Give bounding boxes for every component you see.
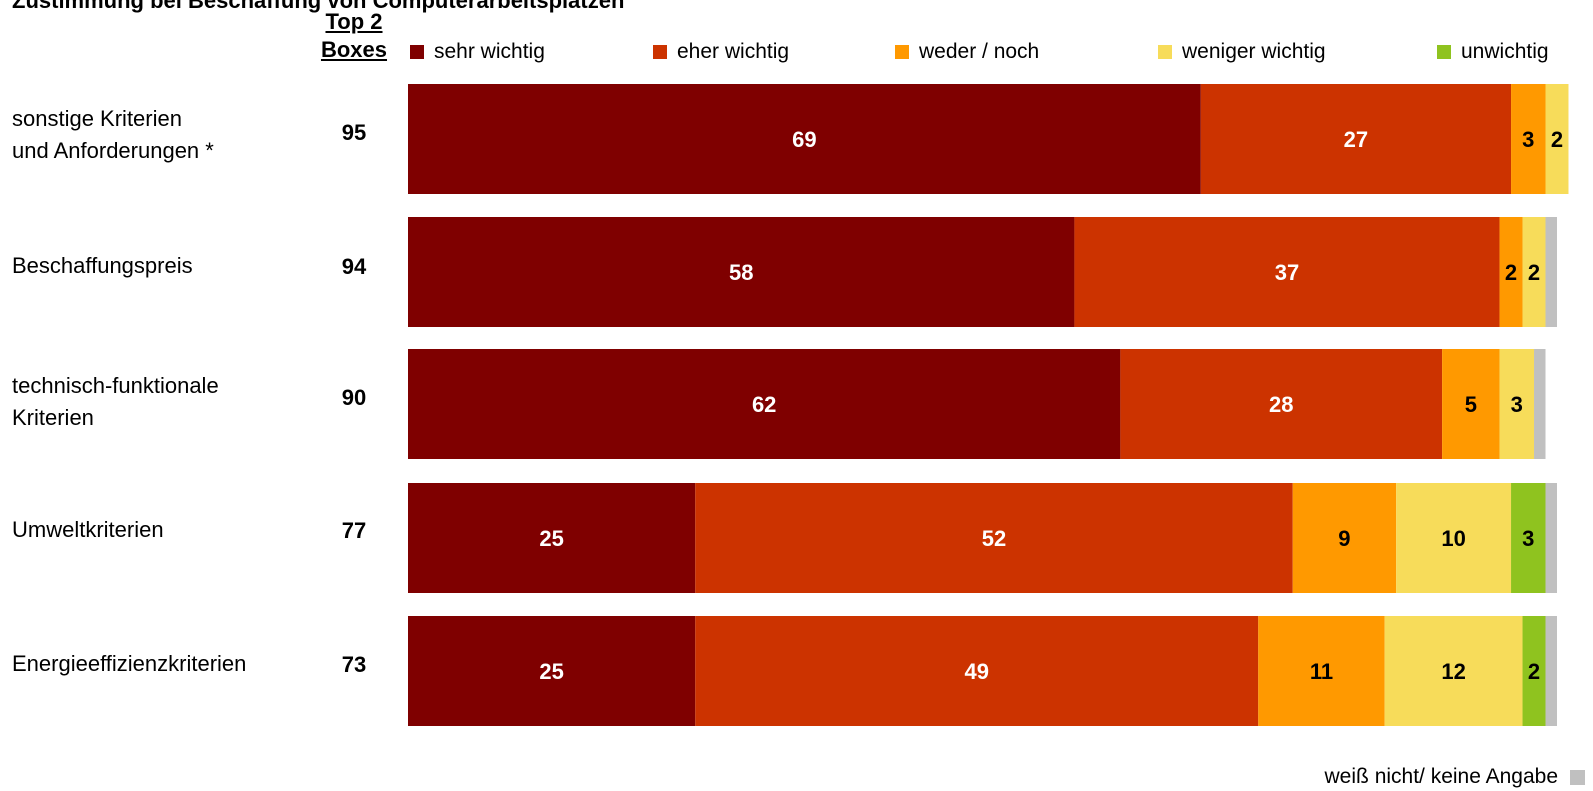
bar-segment	[1522, 616, 1546, 726]
bar-value-label: 52	[982, 526, 1006, 551]
bar-value-label: 3	[1511, 392, 1523, 417]
bar-segment	[408, 84, 1201, 194]
bar-segment	[1396, 483, 1512, 593]
bar-segment	[1200, 84, 1512, 194]
top2-value: 77	[341, 518, 367, 543]
top2-value: 94	[341, 254, 367, 279]
bar-value-label: 25	[539, 526, 563, 551]
bar-segment	[1522, 217, 1546, 327]
bar-value-label: 27	[1344, 127, 1368, 152]
legend-label: weniger wichtig	[1182, 40, 1326, 63]
bar-segment	[1511, 483, 1546, 593]
bar-value-label: 28	[1269, 392, 1293, 417]
bar-value-label: 3	[1522, 127, 1534, 152]
bar-value-label: 12	[1441, 659, 1465, 684]
top2-value: 90	[341, 385, 367, 410]
legend-label: unwichtig	[1461, 40, 1549, 63]
top2-header-line2: Boxes	[320, 37, 388, 62]
bar-segment	[1074, 217, 1500, 327]
legend-label: sehr wichtig	[434, 40, 545, 63]
bar-segment	[1545, 84, 1569, 194]
bar-segment	[1384, 616, 1523, 726]
no-answer-label: weiß nicht/ keine Angabe	[1324, 765, 1558, 788]
bar-segment	[1258, 616, 1385, 726]
row-label-technisch-funktionale: technisch-funktionale Kriterien	[12, 373, 219, 430]
bar-segment	[408, 349, 1121, 459]
no-answer-swatch	[1570, 769, 1585, 785]
bar-value-label: 25	[539, 659, 563, 684]
bar-value-label: 49	[965, 659, 989, 684]
legend-item-eher-wichtig: eher wichtig	[653, 40, 789, 64]
page-title: Zustimmung bei Beschaffung von Computera…	[12, 0, 625, 13]
row-label-beschaffungspreis: Beschaffungspreis	[12, 253, 193, 278]
bar-value-label: 62	[752, 392, 776, 417]
bar-value-label: 5	[1465, 392, 1477, 417]
bar-value-label: 2	[1528, 659, 1540, 684]
bar-segment	[1545, 217, 1557, 327]
legend-swatch	[410, 45, 424, 59]
bar-segment	[1499, 349, 1535, 459]
legend-label: weder / noch	[919, 40, 1040, 63]
bar-segment	[695, 483, 1293, 593]
bar-value-label: 2	[1528, 260, 1540, 285]
top2-header: Top 2 Boxes	[312, 8, 396, 64]
bar-value-label: 69	[792, 127, 816, 152]
no-answer-note: weiß nicht/ keine Angabe	[1325, 765, 1585, 789]
bar-value-label: 3	[1522, 526, 1534, 551]
legend-label: eher wichtig	[677, 40, 790, 63]
top2-header-line1: Top 2	[325, 9, 383, 34]
bar-value-label: 58	[729, 260, 753, 285]
legend-swatch	[653, 45, 667, 59]
bar-value-label: 2	[1505, 260, 1517, 285]
legend-item-sehr-wichtig: sehr wichtig	[410, 40, 545, 64]
row-label-energieeffizienz: Energieeffizienzkriterien	[12, 651, 247, 676]
legend-item-unwichtig: unwichtig	[1437, 40, 1549, 64]
bar-value-label: 9	[1338, 526, 1350, 551]
legend-item-weder-noch: weder / noch	[895, 40, 1039, 64]
bar-segment	[408, 483, 696, 593]
bar-segment	[408, 217, 1075, 327]
bar-value-label: 11	[1310, 659, 1333, 684]
row-label-sonstige-kriterien: sonstige Kriterien und Anforderungen *	[12, 106, 214, 163]
legend-swatch	[1158, 45, 1172, 59]
bar-segment	[1545, 616, 1557, 726]
bar-segment	[1545, 483, 1557, 593]
bar-segment	[1292, 483, 1397, 593]
bar-segment	[1534, 349, 1546, 459]
bar-value-label: 2	[1551, 127, 1563, 152]
bar-segment	[408, 616, 696, 726]
bar-segment	[695, 616, 1259, 726]
bar-segment	[1120, 349, 1443, 459]
bar-segment	[1499, 217, 1523, 327]
top2-value: 95	[341, 120, 367, 145]
legend-swatch	[895, 45, 909, 59]
top2-value: 73	[341, 652, 367, 677]
bar-segment	[1511, 84, 1546, 194]
bar-segment	[1442, 349, 1500, 459]
bar-value-label: 10	[1441, 526, 1465, 551]
bar-value-label: 37	[1275, 260, 1299, 285]
row-label-umweltkriterien: Umweltkriterien	[12, 517, 164, 542]
legend-item-weniger-wichtig: weniger wichtig	[1158, 40, 1326, 64]
legend-swatch	[1437, 45, 1451, 59]
